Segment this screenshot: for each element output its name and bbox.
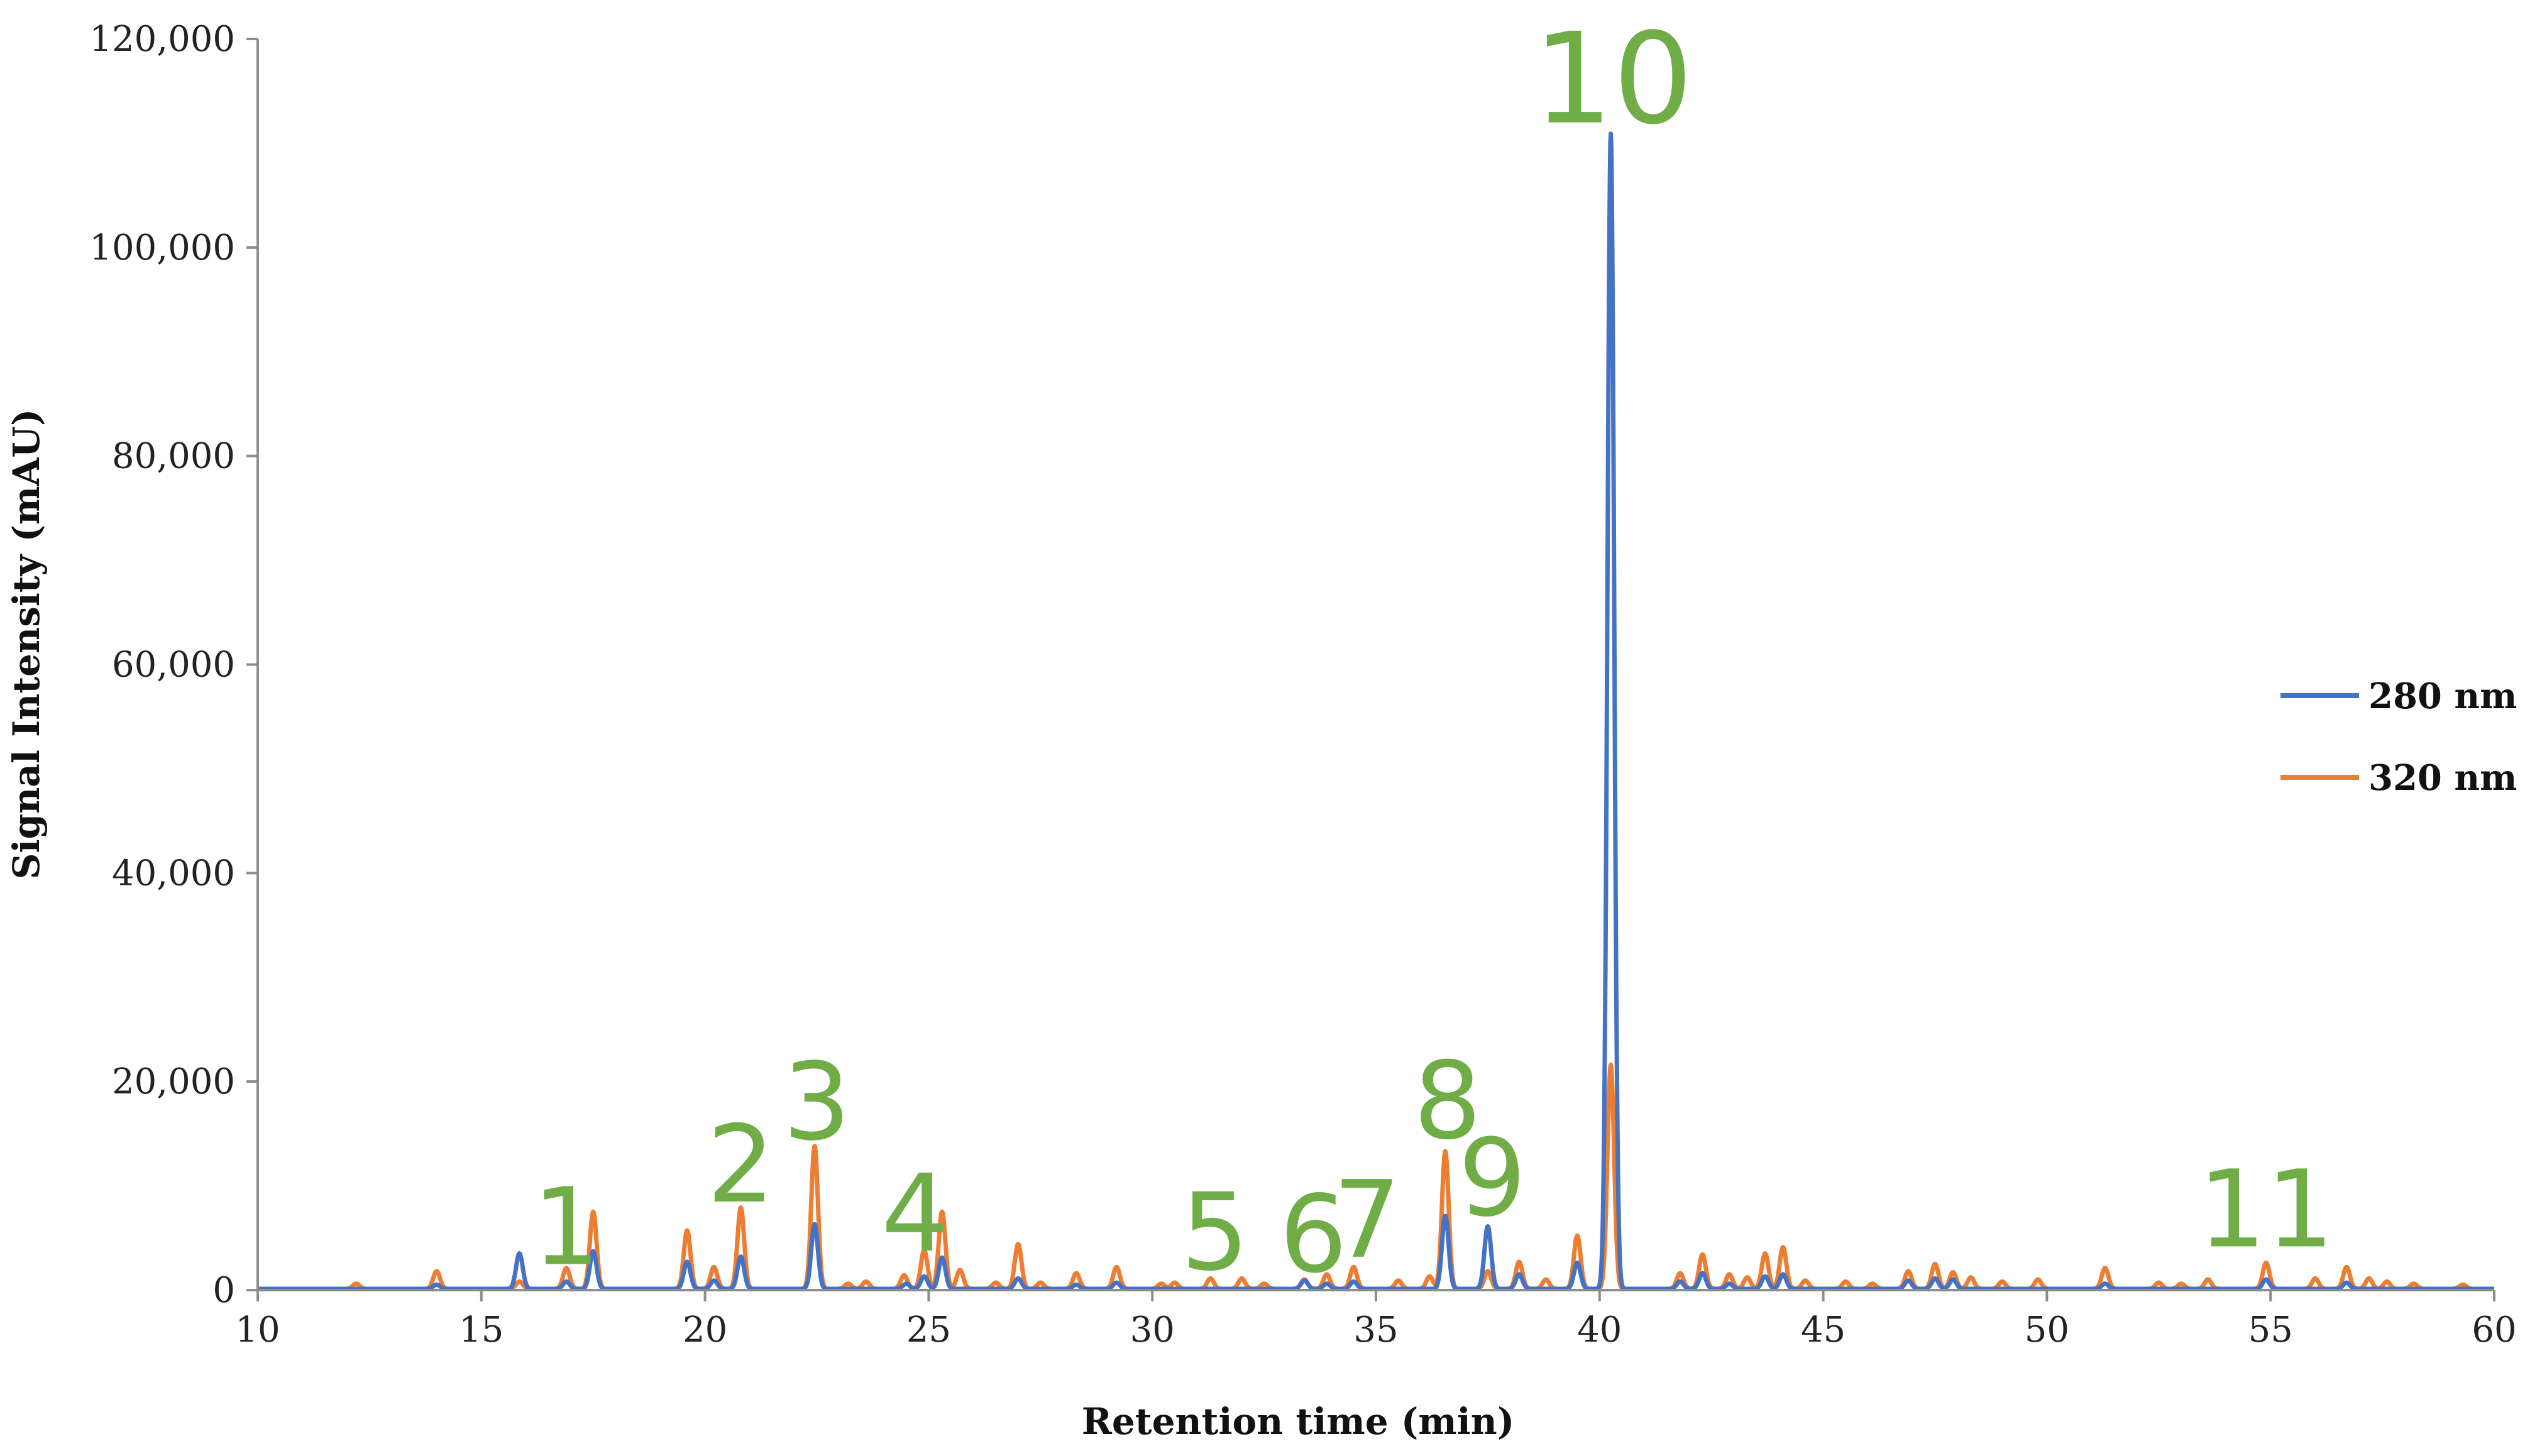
y-tick-label: 0	[212, 1270, 235, 1311]
x-tick-label: 15	[459, 1310, 503, 1350]
x-tick-label: 45	[1801, 1310, 1846, 1350]
peak-label: 7	[1333, 1158, 1401, 1283]
axes	[256, 39, 2494, 1291]
peak-label: 5	[1181, 1171, 1249, 1295]
series-line-0	[256, 131, 2496, 1291]
x-tick-label: 35	[1353, 1310, 1398, 1350]
y-tick-label: 20,000	[112, 1061, 235, 1102]
peak-label: 1	[532, 1166, 600, 1290]
series-lines	[256, 131, 2496, 1291]
peak-label: 10	[1533, 6, 1693, 153]
peak-label: 8	[1414, 1039, 1482, 1164]
peak-label: 9	[1458, 1117, 1526, 1241]
x-tick-label: 50	[2025, 1310, 2069, 1350]
x-tick-label: 30	[1130, 1310, 1175, 1350]
y-tick-label: 40,000	[112, 853, 235, 894]
peak-label: 4	[881, 1152, 949, 1276]
x-tick-label: 55	[2248, 1310, 2293, 1350]
peak-label: 2	[707, 1103, 774, 1227]
legend: 280 nm 320 nm	[2280, 676, 2517, 799]
x-tick-label: 10	[235, 1310, 280, 1350]
y-tick-label: 80,000	[112, 436, 235, 477]
x-tick-label: 40	[1577, 1310, 1622, 1350]
x-tick-label: 25	[906, 1310, 951, 1350]
peak-label: 11	[2198, 1147, 2334, 1272]
y-tick-label: 60,000	[112, 645, 235, 686]
y-ticks: 0 20,000 40,000 60,000 80,000 100,000 120,000	[89, 19, 258, 1311]
x-ticks: 10 15 20 25 30 35 40 45 50 55 60	[235, 1290, 2517, 1350]
x-axis-title: Retention time (min)	[1082, 1400, 1515, 1443]
peak-label: 3	[783, 1040, 850, 1164]
x-tick-label: 60	[2472, 1310, 2516, 1350]
y-axis-title: Signal Intensity (mAU)	[5, 409, 48, 880]
legend-label: 320 nm	[2368, 757, 2517, 799]
y-tick-label: 120,000	[89, 19, 235, 60]
y-tick-label: 100,000	[89, 227, 235, 268]
peak-label: 6	[1279, 1173, 1347, 1297]
legend-label: 280 nm	[2368, 676, 2517, 717]
x-tick-label: 20	[683, 1310, 727, 1350]
